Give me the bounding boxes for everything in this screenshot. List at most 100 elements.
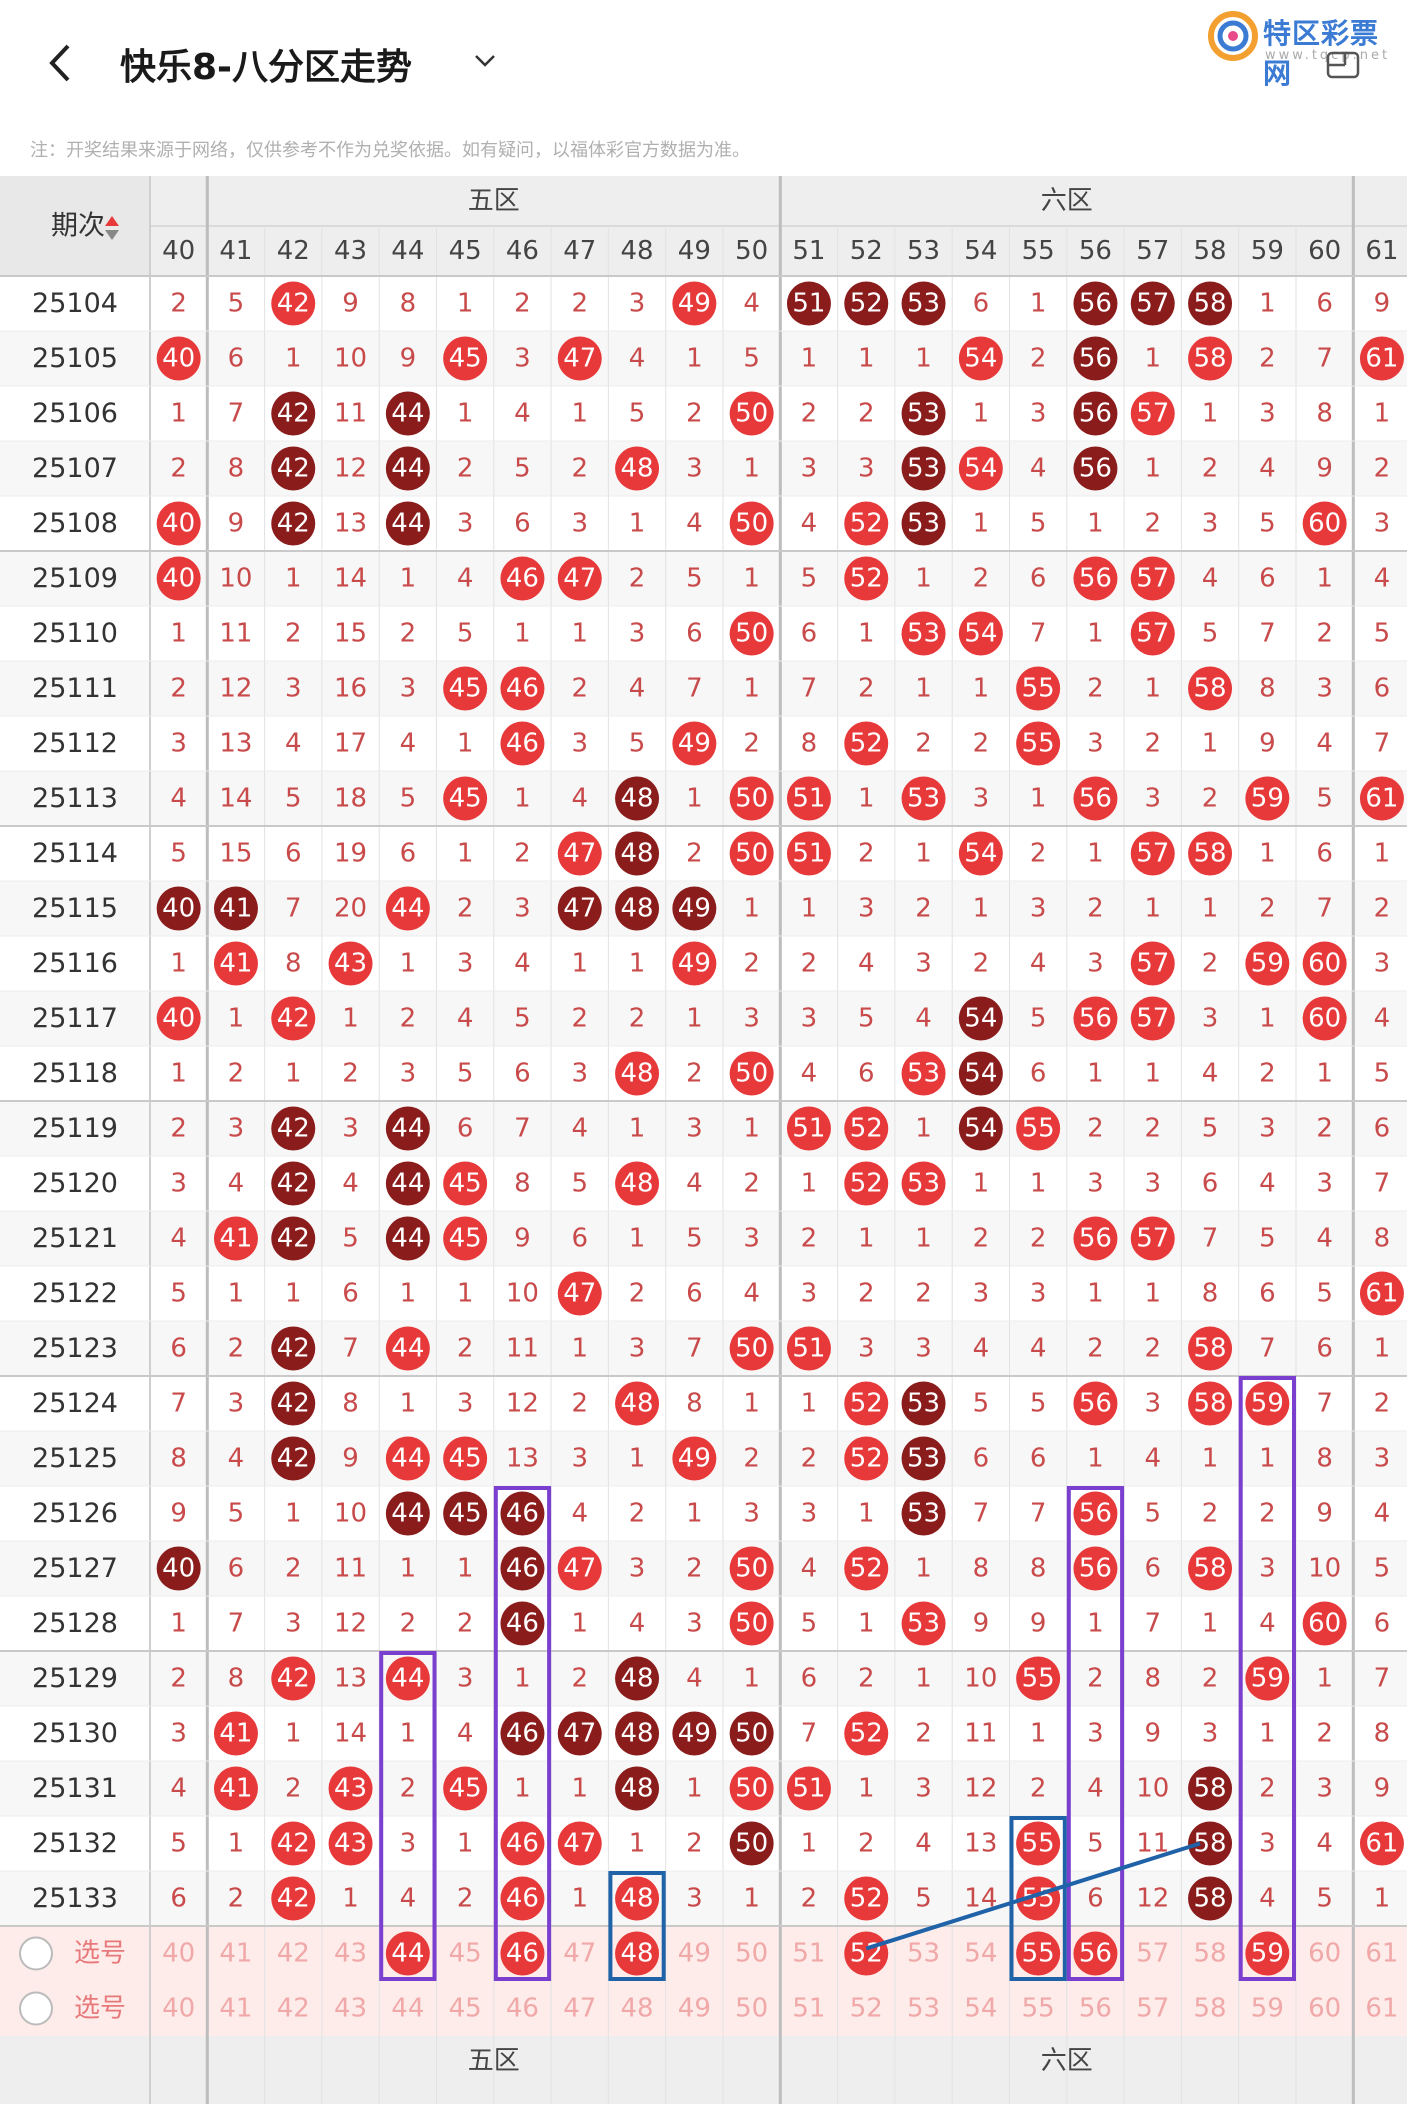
ball-number: 50 (735, 619, 768, 649)
miss-count: 4 (571, 784, 588, 814)
ball-number: 53 (907, 784, 940, 814)
ball-number: 41 (219, 1774, 252, 1804)
miss-count: 2 (1030, 1774, 1047, 1804)
miss-count: 13 (506, 1444, 539, 1474)
select-radio[interactable] (19, 1991, 53, 2026)
drawn-ball (844, 1161, 889, 1206)
miss-count: 3 (228, 1389, 245, 1419)
selectable-ball-selected[interactable] (1073, 1931, 1118, 1976)
period-cell: 25108 (32, 508, 118, 539)
miss-count: 2 (801, 949, 818, 979)
miss-count: 2 (915, 1279, 932, 1309)
miss-count: 9 (1374, 289, 1391, 319)
ball-number: 48 (621, 1719, 654, 1749)
miss-count: 3 (743, 1224, 760, 1254)
drawn-ball (500, 1711, 545, 1756)
select-radio[interactable] (19, 1936, 53, 1971)
drawn-ball (385, 501, 430, 546)
selectable-ball-selected[interactable] (844, 1931, 889, 1976)
ball-number: 56 (1079, 1004, 1112, 1034)
ball-number: 44 (391, 1114, 424, 1144)
miss-count: 2 (743, 1169, 760, 1199)
miss-count: 3 (1087, 1719, 1104, 1749)
miss-count: 15 (334, 619, 367, 649)
ball-number: 45 (449, 344, 482, 374)
back-arrow-icon[interactable] (40, 38, 80, 88)
period-cell: 25128 (32, 1608, 118, 1639)
miss-count: 3 (1144, 784, 1161, 814)
miss-count: 5 (1087, 1829, 1104, 1859)
selectable-ball-selected[interactable] (1245, 1931, 1290, 1976)
drawn-ball (271, 1326, 316, 1371)
miss-count: 2 (400, 1774, 417, 1804)
drawn-ball (156, 886, 201, 931)
drawn-ball (385, 1106, 430, 1151)
miss-count: 2 (285, 1774, 302, 1804)
select-number: 41 (219, 1939, 252, 1969)
miss-count: 19 (334, 839, 367, 869)
miss-count: 6 (1316, 1334, 1333, 1364)
miss-count: 2 (170, 289, 187, 319)
miss-count: 10 (219, 564, 252, 594)
drawn-ball (443, 1216, 488, 1261)
ball-number: 50 (735, 1554, 768, 1584)
miss-count: 5 (514, 1004, 531, 1034)
miss-count: 1 (170, 1609, 187, 1639)
drawn-ball (844, 501, 889, 546)
miss-count: 6 (858, 1059, 875, 1089)
period-cell: 25124 (32, 1388, 118, 1419)
ball-number: 52 (850, 1169, 883, 1199)
period-cell: 25133 (32, 1883, 118, 1914)
period-cell: 25107 (32, 453, 118, 484)
miss-count: 2 (571, 1389, 588, 1419)
ball-number: 49 (678, 289, 711, 319)
ball-number: 52 (850, 1719, 883, 1749)
sort-down-icon[interactable] (105, 230, 119, 240)
miss-count: 6 (457, 1114, 474, 1144)
ball-number: 56 (1079, 1554, 1112, 1584)
miss-count: 2 (1144, 1114, 1161, 1144)
miss-count: 18 (334, 784, 367, 814)
miss-count: 1 (1202, 399, 1219, 429)
selectable-ball-selected[interactable] (385, 1931, 430, 1976)
miss-count: 3 (1259, 1829, 1276, 1859)
miss-count: 3 (170, 729, 187, 759)
miss-count: 3 (342, 1114, 359, 1144)
miss-count: 4 (1374, 1499, 1391, 1529)
miss-count: 4 (514, 399, 531, 429)
miss-count: 6 (1259, 564, 1276, 594)
ball-number: 46 (506, 729, 539, 759)
miss-count: 3 (915, 1774, 932, 1804)
table-row (0, 331, 1407, 386)
drawn-ball (443, 666, 488, 711)
ball-number: 47 (563, 1829, 596, 1859)
miss-count: 2 (514, 839, 531, 869)
period-cell: 25110 (32, 618, 118, 649)
drawn-ball (443, 1766, 488, 1811)
selectable-ball-selected[interactable] (1016, 1931, 1061, 1976)
table-row (0, 1816, 1407, 1871)
period-cell: 25104 (32, 288, 118, 319)
screen-toggle-icon[interactable] (1325, 50, 1361, 80)
period-cell: 25106 (32, 398, 118, 429)
ball-number: 53 (907, 1499, 940, 1529)
column-header-44: 44 (391, 236, 424, 266)
miss-count: 5 (228, 289, 245, 319)
miss-count: 3 (1259, 1554, 1276, 1584)
sort-up-icon[interactable] (105, 216, 119, 226)
selectable-ball-selected[interactable] (500, 1931, 545, 1976)
drawn-ball (1188, 831, 1233, 876)
ball-number: 42 (277, 1169, 310, 1199)
miss-count: 5 (629, 729, 646, 759)
miss-count: 3 (1259, 1114, 1276, 1144)
miss-count: 1 (1087, 1609, 1104, 1639)
ball-number: 54 (964, 454, 997, 484)
drawn-ball (1130, 996, 1175, 1041)
chevron-down-icon[interactable] (470, 46, 500, 76)
ball-number: 46 (506, 564, 539, 594)
miss-count: 5 (285, 784, 302, 814)
selectable-ball-selected[interactable] (615, 1931, 660, 1976)
ball-number: 54 (964, 344, 997, 374)
drawn-ball (500, 556, 545, 601)
miss-count: 4 (400, 729, 417, 759)
